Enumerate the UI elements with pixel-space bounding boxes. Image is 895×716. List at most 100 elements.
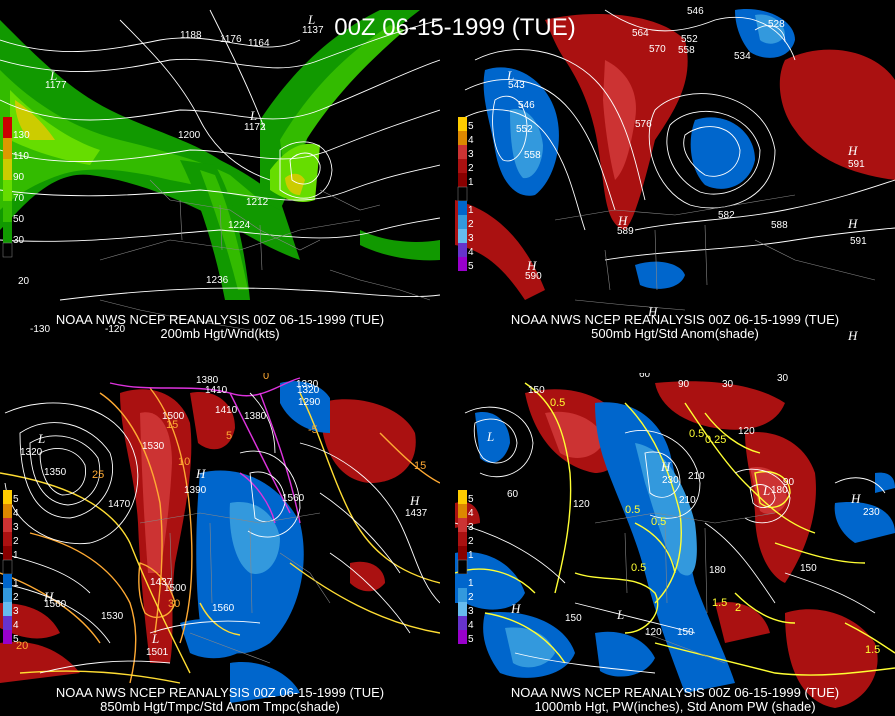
panel-caption-source: NOAA NWS NCEP REANALYSIS 00Z 06-15-1999 … [55,312,385,327]
panel-200mb: 1188 1176 1164 1200 1172 1212 1224 1236 … [0,0,440,343]
contour-label: 1350 [44,467,67,478]
pw-label: 0.5 [651,516,666,528]
legend-label: 1 [468,578,474,589]
legend-label: 5 [13,634,19,645]
svg-text:H: H [850,491,861,506]
contour-label: 1560 [212,603,235,614]
legend-label: 1 [13,578,19,589]
contour-label: 1380 [196,375,219,386]
legend-label: 5 [468,121,474,132]
contour-label: 1437 [150,577,173,588]
contour-label: 1560 [282,493,305,504]
contour-label: 1501 [146,647,169,658]
contour-label: 120 [573,499,590,510]
lon-label: -130 [30,324,50,335]
temp-label: 30 [168,598,180,610]
contour-label: 589 [617,226,634,237]
legend-label: 3 [468,233,474,244]
contour-label: 210 [679,495,696,506]
contour-label: 150 [565,613,582,624]
contour-label: 150 [677,627,694,638]
contour-label: 543 [508,80,525,91]
contour-label: 30 [722,379,734,390]
legend-850mb [2,490,13,644]
temp-label: 10 [178,456,190,468]
panel-1000mb-pw: 150 60 90 30 60 30 120 120 210 210 180 1… [455,373,895,716]
lon-label: -120 [105,324,125,335]
panel-500mb: 546 564 552 570 558 534 528 543 546 552 … [455,0,895,343]
contour-label: 120 [645,627,662,638]
contour-label: 30 [777,373,789,384]
legend-label: 2 [468,592,474,603]
pw-label: 1.5 [865,644,880,656]
panel-caption-field: 200mb Hgt/Wnd(kts) [160,326,280,341]
legend-label: 4 [468,620,474,631]
legend-label: 2 [468,163,474,174]
legend-label: 110 [13,151,29,162]
contour-label: 1320 [20,447,43,458]
contour-label: 60 [507,489,519,500]
page-title: 00Z 06-15-1999 (TUE) [334,14,576,41]
temp-label: 15 [166,419,178,431]
contour-label: 90 [678,379,690,390]
contour-label: 582 [718,210,735,221]
svg-text:L: L [37,431,45,446]
legend-label: 2 [13,536,19,547]
legend-label: 3 [13,522,19,533]
legend-label: 3 [13,606,19,617]
legend-label: 2 [468,219,474,230]
contour-label: 570 [649,44,666,55]
contour-label: 1137 [302,25,324,36]
legend-label: 5 [13,494,19,505]
svg-text:H: H [195,466,206,481]
legend-label: 2 [13,592,19,603]
panel-caption-field: 500mb Hgt/Std Anom(shade) [591,326,759,341]
legend-label: 5 [468,634,474,645]
map-200mb: 1188 1176 1164 1200 1172 1212 1224 1236 … [0,9,440,335]
contour-label: 1188 [180,30,202,41]
contour-label: 552 [516,124,533,135]
panel-caption-source: NOAA NWS NCEP REANALYSIS 00Z 06-15-1999 … [510,685,840,700]
contour-label: 1380 [244,411,267,422]
svg-text:L: L [249,108,257,123]
contour-label: 1177 [45,80,67,91]
temp-label: 15 [414,460,426,472]
contour-label: 1390 [184,485,207,496]
legend-label: 4 [468,135,474,146]
legend-200mb [2,117,13,258]
contour-label: 1172 [244,122,266,133]
legend-label: 3 [468,522,474,533]
legend-label: 4 [468,508,474,519]
panel-caption-source: NOAA NWS NCEP REANALYSIS 00Z 06-15-1999 … [510,312,840,327]
contour-label: 552 [681,34,698,45]
legend-label: 70 [13,193,25,204]
contour-label: 1236 [206,275,229,286]
svg-text:H: H [617,213,628,228]
contour-label: 1470 [108,499,131,510]
contour-label: 210 [688,471,705,482]
pw-label: 0.5 [550,397,565,409]
contour-label: 1176 [220,34,242,45]
legend-label: 4 [468,247,474,258]
svg-text:L: L [307,12,315,27]
panel-caption-field: 850mb Hgt/Tmpc/Std Anom Tmpc(shade) [100,699,340,714]
contour-label: 1164 [248,38,270,49]
pw-label: 2 [735,602,741,614]
svg-text:L: L [49,68,57,83]
panel-850mb: 1380 1410 1350 1320 1470 1500 1530 1560 … [0,373,440,716]
contour-label: 588 [771,220,788,231]
panel-caption-field: 1000mb Hgt, PW(inches), Std Anom PW (sha… [534,699,816,714]
svg-text:H: H [526,258,537,273]
contour-label: 534 [734,51,751,62]
legend-label: 1 [468,177,474,188]
svg-text:H: H [510,601,521,616]
pw-label: 0.5 [631,562,646,574]
contour-label: 558 [524,150,541,161]
svg-text:H: H [43,589,54,604]
contour-label: 1410 [215,405,238,416]
legend-label: 50 [13,214,25,225]
contour-label: 1320 [297,385,320,396]
contour-label: 1330 [296,379,319,390]
map-850mb: 1380 1410 1350 1320 1470 1500 1530 1560 … [0,373,440,703]
legend-label: 4 [13,620,19,631]
